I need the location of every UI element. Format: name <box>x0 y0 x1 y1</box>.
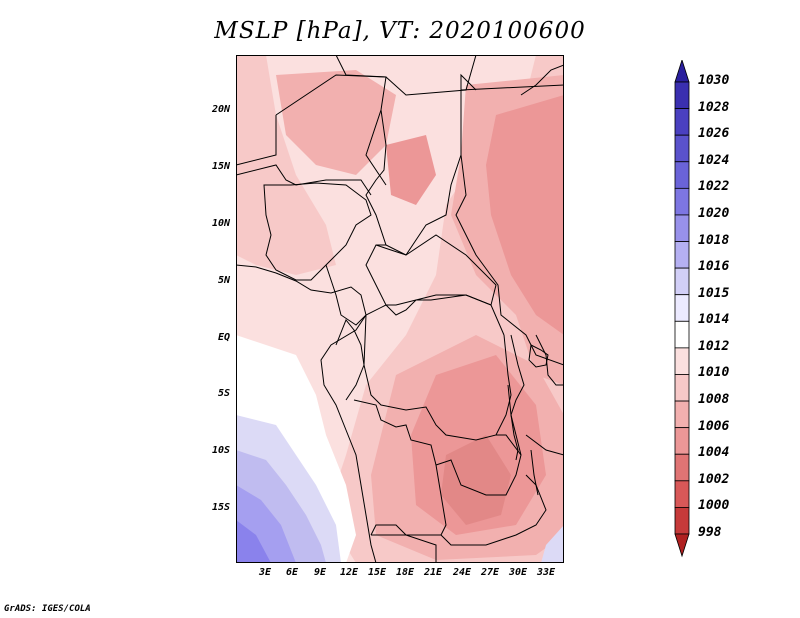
colorbar-label: 1016 <box>698 259 730 275</box>
lon-label-6e: 6E <box>285 567 299 578</box>
border-drc <box>363 314 512 441</box>
lon-label-3e: 3E <box>258 567 272 578</box>
colorbar-swatch <box>674 214 690 242</box>
colorbar-swatch <box>674 81 690 109</box>
colorbar-top-arrow <box>674 60 690 83</box>
lon-label-27e: 27E <box>480 567 500 578</box>
colorbar-swatch <box>674 480 690 508</box>
map-title: MSLP [hPa], VT: 2020100600 <box>214 18 586 44</box>
lat-label-10n: 10N <box>211 218 230 229</box>
border-drc-north <box>385 294 505 336</box>
colorbar-label: 1020 <box>698 205 730 221</box>
light-pink-region-west <box>236 55 336 275</box>
blue-violet-region <box>236 520 271 563</box>
colorbar-swatch <box>674 294 690 322</box>
colorbar-label: 1014 <box>698 312 730 328</box>
colorbar-swatch <box>674 400 690 429</box>
colorbar-swatch <box>674 161 690 189</box>
deep-salmon-region <box>441 435 511 525</box>
red-sea-coast <box>520 64 564 96</box>
colorbar-swatch <box>674 507 690 535</box>
colorbar-swatch <box>674 320 690 349</box>
colorbar-label: 1000 <box>698 498 730 514</box>
lat-label-15s: 15S <box>211 502 230 513</box>
lon-label-21e: 21E <box>423 567 443 578</box>
colorbar-label: 1018 <box>698 232 730 248</box>
lat-label-20n: 20N <box>211 104 230 115</box>
lon-label-30e: 30E <box>508 567 528 578</box>
lat-label-eq: EQ <box>217 332 230 343</box>
colorbar-label: 1028 <box>698 99 730 115</box>
southeast-lavender-corner <box>541 525 564 563</box>
colorbar-label: 1026 <box>698 126 730 142</box>
colorbar-swatch <box>674 241 690 269</box>
colorbar-label: 1022 <box>698 179 730 195</box>
border-north-2 <box>275 74 387 186</box>
lat-label-10s: 10S <box>211 445 230 456</box>
colorbar-label: 1030 <box>698 73 730 88</box>
colorbar-bottom-arrow <box>674 533 690 558</box>
grads-credit: GrADS: IGES/COLA <box>4 604 91 614</box>
nile-border-north <box>460 84 564 91</box>
lon-label-15e: 15E <box>367 567 387 578</box>
colorbar-swatch <box>674 108 690 136</box>
colorbar-swatch <box>674 134 690 163</box>
border-tanzania <box>525 434 564 456</box>
colorbar-swatch <box>674 453 690 482</box>
lat-label-5s: 5S <box>217 388 230 399</box>
colorbar-label: 1006 <box>698 418 730 434</box>
salmon-region-central <box>386 135 436 205</box>
colorbar-label: 1024 <box>698 152 730 168</box>
colorbar-label: 1002 <box>698 471 730 487</box>
colorbar-label: 998 <box>698 525 722 540</box>
map-frame <box>236 55 564 563</box>
border-east-lakes <box>510 334 525 456</box>
lake-tanganyika <box>507 384 519 461</box>
colorbar-swatch <box>674 374 690 402</box>
lon-label-9e: 9E <box>313 567 327 578</box>
colorbar-swatch <box>674 187 690 216</box>
colorbar <box>674 60 690 558</box>
pressure-map <box>236 55 564 563</box>
colorbar-label: 1010 <box>698 365 730 381</box>
salmon-region-east <box>486 95 564 335</box>
colorbar-swatch <box>674 347 690 375</box>
border-kenya <box>535 334 564 386</box>
border-cameroon <box>325 244 387 326</box>
lake-malawi <box>530 449 539 496</box>
lon-label-24e: 24E <box>452 567 472 578</box>
lat-label-5n: 5N <box>217 275 230 286</box>
border-sudan-east <box>455 154 564 366</box>
border-congo <box>335 319 365 401</box>
colorbar-label: 1008 <box>698 392 730 408</box>
lon-label-18e: 18E <box>395 567 415 578</box>
border-north-1 <box>335 55 477 96</box>
colorbar-label: 1012 <box>698 338 730 354</box>
border-namibia <box>371 534 437 563</box>
border-nigeria <box>263 182 372 281</box>
border-chad <box>365 73 477 256</box>
border-zambia <box>435 434 522 496</box>
colorbar-swatch <box>674 267 690 296</box>
coastline-west <box>236 264 377 563</box>
colorbar-label: 1004 <box>698 445 730 461</box>
colorbar-label: 1015 <box>698 285 730 301</box>
pink-region-north <box>276 70 396 175</box>
lon-label-33e: 33E <box>536 567 556 578</box>
colorbar-swatch <box>674 427 690 455</box>
lake-victoria <box>528 344 549 368</box>
border-south <box>440 474 547 546</box>
lon-label-12e: 12E <box>339 567 359 578</box>
lat-label-15n: 15N <box>211 161 230 172</box>
